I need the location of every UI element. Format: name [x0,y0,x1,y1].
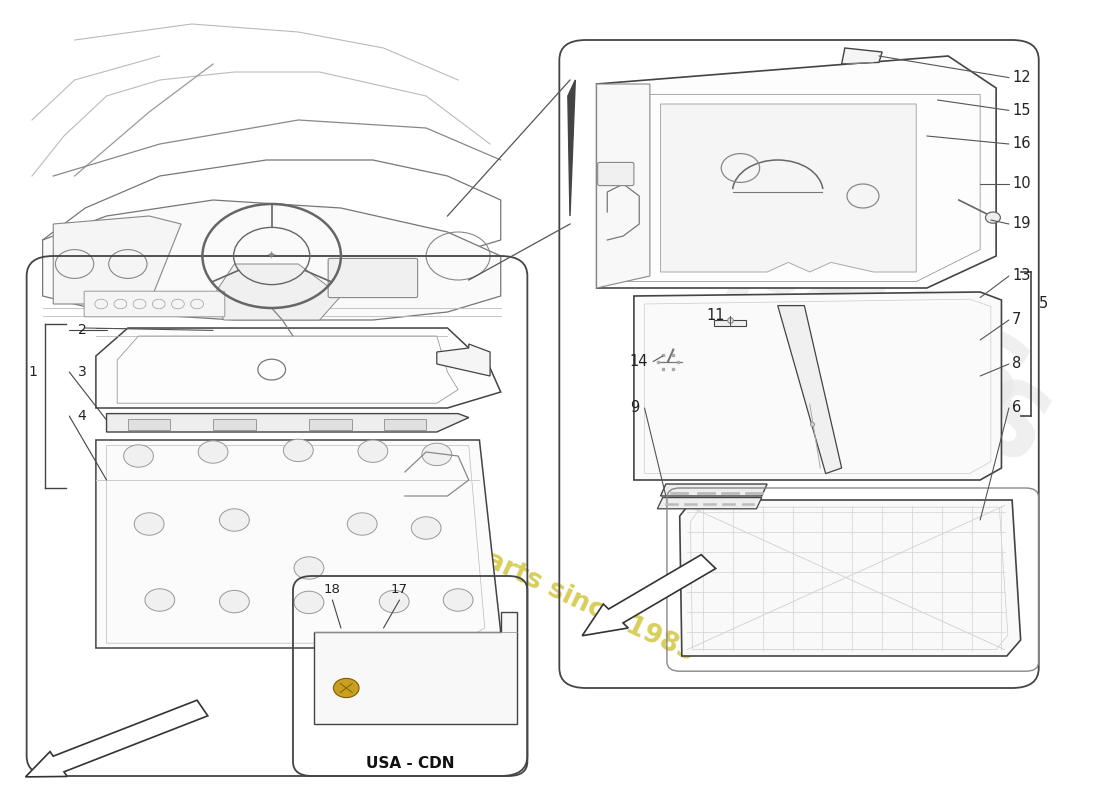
Text: 11: 11 [706,309,725,323]
Polygon shape [596,56,997,288]
Polygon shape [107,414,469,432]
Polygon shape [315,612,517,724]
Circle shape [333,678,359,698]
Circle shape [294,557,323,579]
Circle shape [358,440,388,462]
Text: 6: 6 [1012,401,1022,415]
Polygon shape [43,200,500,320]
Text: 9: 9 [630,401,639,415]
Text: 17: 17 [390,583,408,596]
FancyArrow shape [25,700,208,777]
Circle shape [379,590,409,613]
Polygon shape [213,264,341,320]
Polygon shape [634,292,1001,480]
Circle shape [986,212,1000,223]
Circle shape [348,513,377,535]
Text: 5: 5 [1038,297,1048,311]
Text: 1: 1 [29,365,37,379]
Polygon shape [680,500,1021,656]
Text: 12: 12 [1012,70,1031,85]
Circle shape [411,517,441,539]
Circle shape [123,445,153,467]
Text: 19: 19 [1012,217,1031,231]
Polygon shape [596,84,650,288]
FancyBboxPatch shape [85,291,224,317]
Polygon shape [53,216,182,304]
Circle shape [220,509,250,531]
Text: 2: 2 [78,323,87,338]
Circle shape [220,590,250,613]
Text: a passion for parts since 1985: a passion for parts since 1985 [280,454,700,666]
Polygon shape [660,104,916,272]
Bar [384,419,426,430]
Text: 10: 10 [1012,177,1031,191]
Polygon shape [778,306,842,474]
FancyArrow shape [582,554,716,636]
Text: ✦: ✦ [267,251,276,261]
Circle shape [294,591,323,614]
Circle shape [145,589,175,611]
Text: 8: 8 [1012,357,1022,371]
Circle shape [134,513,164,535]
Text: 16: 16 [1012,137,1031,151]
Polygon shape [96,440,500,648]
Circle shape [198,441,228,463]
Polygon shape [96,328,500,408]
Text: 14: 14 [629,354,648,369]
Text: 3: 3 [78,365,87,379]
Text: 15: 15 [1012,103,1031,118]
Circle shape [284,439,314,462]
Text: 18: 18 [324,583,341,596]
Text: 1985: 1985 [773,331,994,501]
Bar [213,419,255,430]
FancyBboxPatch shape [597,162,634,186]
Polygon shape [658,498,762,509]
Circle shape [443,589,473,611]
Polygon shape [660,484,767,496]
Polygon shape [842,48,882,64]
Text: 4: 4 [78,409,87,423]
Circle shape [422,443,452,466]
Bar [128,419,170,430]
Polygon shape [714,320,746,326]
Text: EUROS: EUROS [662,166,1043,442]
Polygon shape [568,80,575,216]
FancyBboxPatch shape [328,258,418,298]
Polygon shape [437,344,491,376]
Text: PARES: PARES [705,228,1064,492]
Text: USA - CDN: USA - CDN [366,757,454,771]
Text: 7: 7 [1012,313,1022,327]
Bar [309,419,352,430]
Text: 13: 13 [1012,269,1031,283]
